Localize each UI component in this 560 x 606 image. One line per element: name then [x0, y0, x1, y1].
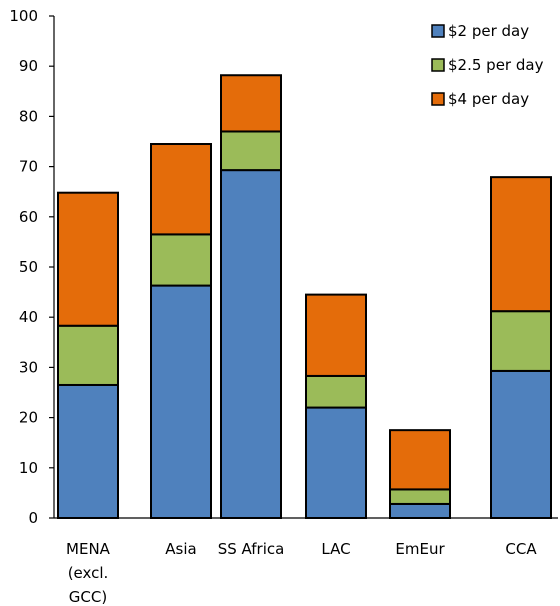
- y-tick-label: 80: [19, 107, 38, 125]
- bar-segment: [305, 374, 367, 409]
- x-tick-label: CCA: [505, 540, 537, 558]
- y-tick-label: 0: [28, 509, 38, 527]
- x-tick-label: MENA: [66, 540, 111, 558]
- y-tick-label: 40: [19, 308, 38, 326]
- y-tick-label: 50: [19, 258, 38, 276]
- bars: [57, 74, 552, 519]
- bar-segment: [305, 293, 367, 377]
- legend: $2 per day $2.5 per day $4 per day: [431, 22, 544, 108]
- bar-segment: [389, 502, 451, 519]
- bar-segment: [57, 191, 119, 327]
- y-tick-label: 70: [19, 158, 38, 176]
- x-tick-label: Asia: [165, 540, 196, 558]
- y-tick-label: 100: [9, 7, 38, 25]
- x-tick-label: SS Africa: [218, 540, 285, 558]
- bar-segment: [220, 169, 282, 519]
- bar-segment: [305, 406, 367, 519]
- bar-segment: [150, 233, 212, 287]
- bar-segment: [490, 176, 552, 313]
- bar-segment: [57, 324, 119, 386]
- y-tick-label: 60: [19, 208, 38, 226]
- legend-swatch: [431, 92, 445, 106]
- x-tick-label: GCC): [69, 588, 107, 606]
- x-axis: MENA (excl. GCC) Asia SS Africa LAC EmEur CCA: [54, 517, 558, 606]
- legend-swatch: [431, 24, 445, 38]
- legend-label: $4 per day: [448, 90, 529, 108]
- bar-segment: [150, 284, 212, 519]
- bar-segment: [150, 143, 212, 236]
- bar-segment: [220, 130, 282, 172]
- legend-label: $2 per day: [448, 22, 529, 40]
- y-tick-label: 10: [19, 459, 38, 477]
- legend-label: $2.5 per day: [448, 56, 544, 74]
- y-tick-label: 20: [19, 409, 38, 427]
- y-axis: 0 10 20 30 40 50 60 70 80 90 100: [9, 7, 55, 527]
- bar-segment: [57, 383, 119, 519]
- bar-segment: [490, 369, 552, 519]
- bar-segment: [389, 429, 451, 491]
- legend-swatch: [431, 58, 445, 72]
- bar-segment: [490, 310, 552, 372]
- x-tick-label: LAC: [321, 540, 350, 558]
- bar-segment: [220, 74, 282, 133]
- bar-segment: [389, 488, 451, 505]
- y-tick-label: 30: [19, 358, 38, 376]
- y-tick-label: 90: [19, 57, 38, 75]
- x-tick-label: (excl.: [68, 564, 109, 582]
- x-tick-label: EmEur: [395, 540, 445, 558]
